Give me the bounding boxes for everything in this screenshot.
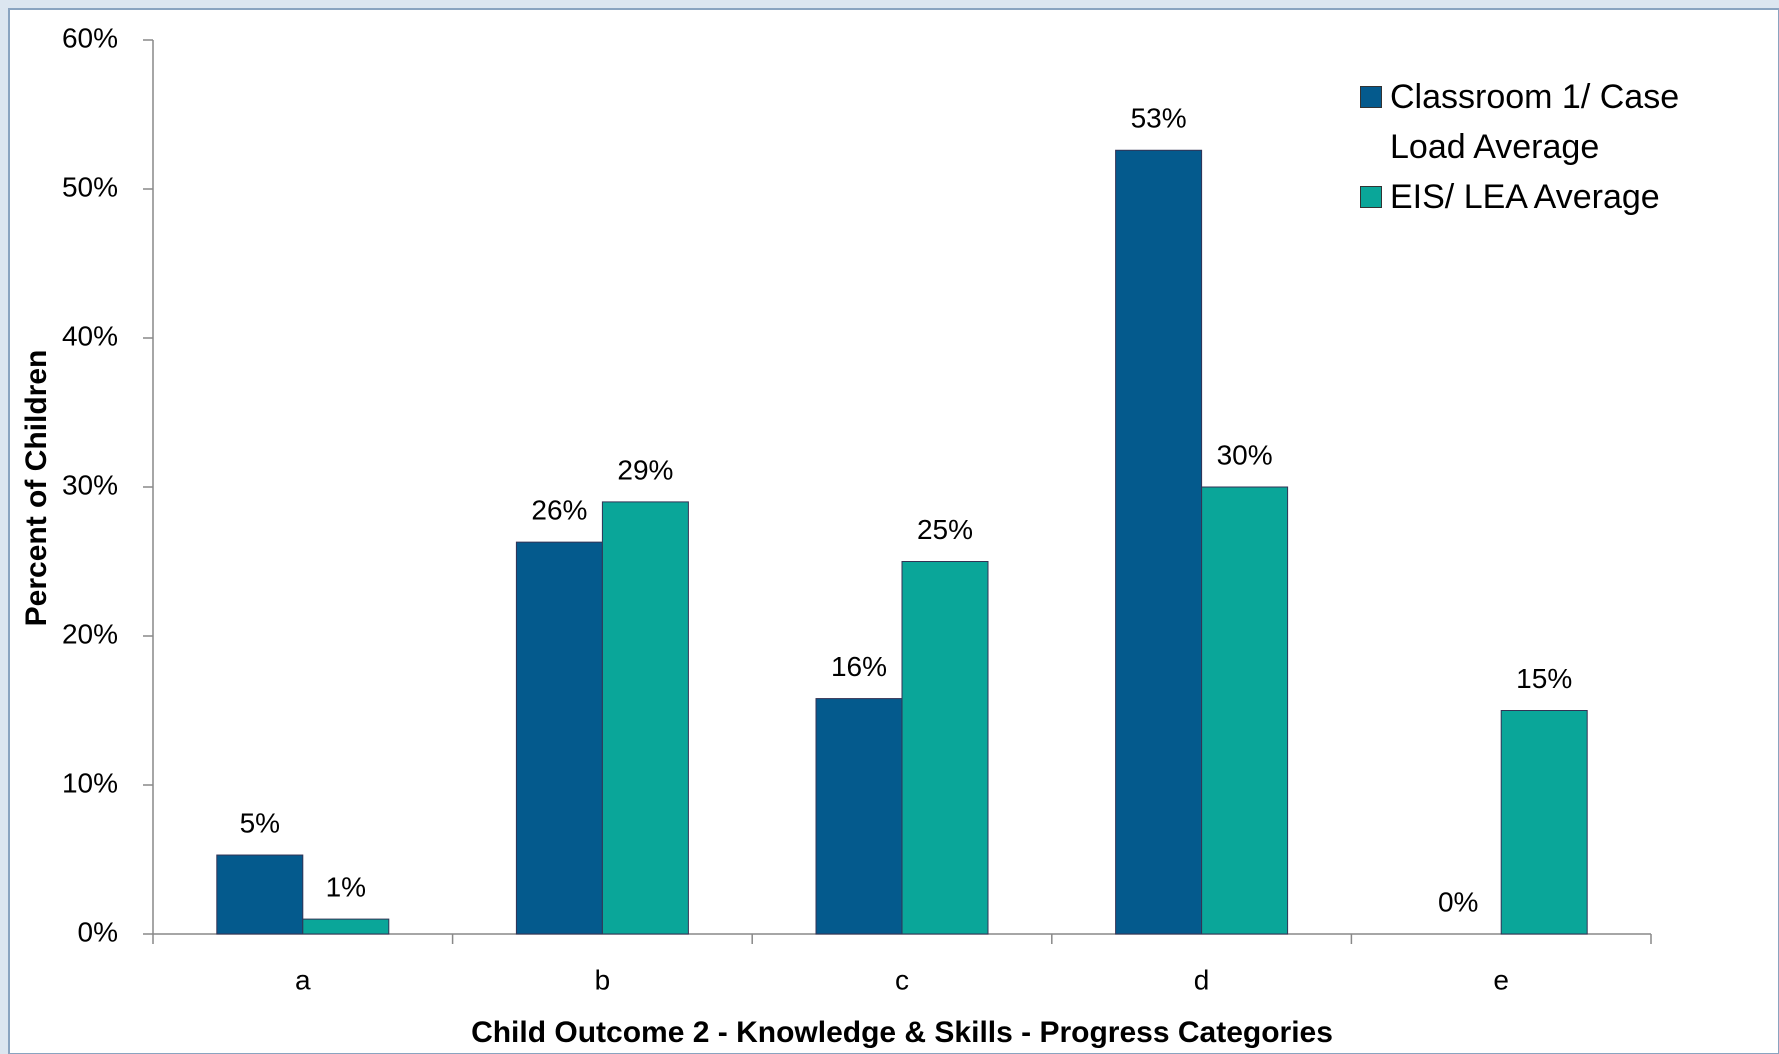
bar <box>1201 486 1289 935</box>
y-axis-title: Percent of Children <box>20 350 53 627</box>
data-label: 1% <box>326 871 366 902</box>
x-tick-label: a <box>295 964 311 995</box>
x-tick-label: b <box>595 964 611 995</box>
y-tick-label: 20% <box>62 618 118 649</box>
bar <box>901 561 989 935</box>
x-tick-label: e <box>1493 964 1509 995</box>
data-label: 15% <box>1516 663 1572 694</box>
data-label: 0% <box>1438 886 1478 917</box>
bar <box>1500 710 1588 935</box>
bar <box>216 854 304 935</box>
bar <box>515 541 603 935</box>
data-label: 25% <box>917 514 973 545</box>
data-label: 29% <box>617 454 673 485</box>
legend: Classroom 1/ Case Load Average EIS/ LEA A… <box>1360 72 1730 222</box>
y-tick-label: 60% <box>62 22 118 53</box>
data-label: 30% <box>1217 439 1273 470</box>
y-tick-label: 10% <box>62 767 118 798</box>
legend-label: Classroom 1/ Case Load Average <box>1390 78 1680 166</box>
y-tick-label: 0% <box>78 916 118 947</box>
legend-item: EIS/ LEA Average <box>1360 172 1730 222</box>
y-tick-label: 50% <box>62 171 118 202</box>
x-tick-label: d <box>1194 964 1210 995</box>
data-label: 53% <box>1131 103 1187 134</box>
x-axis-title: Child Outcome 2 - Knowledge & Skills - P… <box>471 1016 1333 1049</box>
legend-swatch <box>1360 186 1382 208</box>
bar <box>815 698 903 935</box>
y-tick-label: 30% <box>62 469 118 500</box>
legend-swatch <box>1360 86 1382 108</box>
legend-label: EIS/ LEA Average <box>1390 178 1660 216</box>
bar <box>601 501 689 935</box>
bar <box>302 918 390 935</box>
y-tick-label: 40% <box>62 320 118 351</box>
data-label: 26% <box>531 495 587 526</box>
data-label: 16% <box>831 651 887 682</box>
bar <box>1115 149 1203 935</box>
legend-item: Classroom 1/ Case Load Average <box>1360 72 1730 172</box>
data-label: 5% <box>240 807 280 838</box>
x-tick-label: c <box>895 964 909 995</box>
